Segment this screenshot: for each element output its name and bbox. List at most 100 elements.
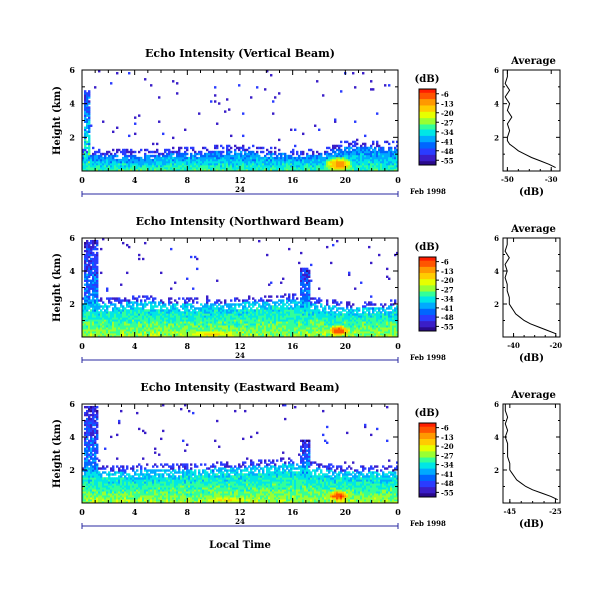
colorbar: (dB)-6-13-20-27-34-41-48-55: [415, 74, 454, 166]
x-tick-label: 0: [395, 341, 401, 351]
colorbar-tick: -55: [441, 488, 454, 497]
colorbar: (dB)-6-13-20-27-34-41-48-55: [415, 408, 454, 498]
colorbar-tick: -41: [441, 470, 454, 479]
panel-1: Echo Intensity (Vertical Beam) 0 4 8 12 16 20 0…: [52, 47, 561, 198]
x-tick-label: 20: [340, 507, 352, 517]
x-tick-label: 0: [79, 341, 85, 351]
colorbar-tick: -13: [441, 433, 454, 442]
x-axis-label: Local Time: [209, 540, 271, 551]
heatmap: [82, 70, 399, 172]
average-y-tick: 6: [494, 66, 499, 75]
colorbar-tick: -27: [441, 285, 454, 294]
x-tick-label: 16: [287, 341, 299, 351]
y-tick-label: 4: [69, 266, 75, 276]
x-tick-label: 12: [234, 341, 245, 351]
colorbar-tick: -6: [441, 258, 449, 267]
average-x-tick: -20: [549, 341, 562, 350]
average-y-tick: 6: [494, 234, 499, 243]
colorbar-tick: -6: [441, 90, 449, 99]
average-x-label: (dB): [519, 519, 544, 530]
colorbar-unit: (dB): [415, 408, 440, 419]
day-label: 24: [235, 185, 245, 194]
colorbar-tick: -34: [441, 295, 454, 304]
x-tick-label: 16: [287, 175, 299, 185]
average-title: Average: [510, 56, 556, 67]
average-frame: [502, 69, 561, 172]
colorbar-tick: -41: [441, 304, 454, 313]
colorbar-tick: -48: [441, 479, 454, 488]
y-tick-label: 6: [69, 233, 75, 243]
panel-3: Echo Intensity (Eastward Beam) 0 4 8 12 16 20 0…: [52, 381, 562, 530]
heatmap: [82, 238, 399, 338]
average-y-tick: 4: [494, 100, 499, 109]
average-profile-line: [504, 404, 558, 501]
average-profile-line: [504, 70, 556, 169]
average-x-label: (dB): [519, 187, 544, 198]
x-tick-label: 4: [132, 341, 138, 351]
colorbar-tick: -41: [441, 137, 454, 146]
y-axis-label: Height (km): [52, 253, 63, 322]
x-tick-label: 16: [287, 507, 299, 517]
average-x-label: (dB): [519, 353, 544, 364]
heatmap: [82, 404, 399, 504]
panel-2: Echo Intensity (Northward Beam)0 4 8 12 16 20…: [52, 215, 562, 364]
x-tick-label: 0: [79, 507, 85, 517]
date-label: Feb 1998: [410, 187, 446, 196]
x-tick-label: 12: [234, 507, 245, 517]
x-tick-label: 20: [340, 175, 352, 185]
average-frame: [502, 403, 561, 504]
day-label: 24: [235, 517, 245, 526]
x-tick-label: 4: [132, 507, 138, 517]
average-y-tick: 2: [494, 466, 499, 475]
y-axis-label: Height (km): [52, 419, 63, 488]
average-x-tick: -25: [549, 507, 562, 516]
y-tick-label: 2: [69, 465, 75, 475]
y-axis-label: Height (km): [52, 86, 63, 155]
colorbar-unit: (dB): [415, 242, 440, 253]
average-panel: Average 2 4 6 -50 -30(dB): [494, 56, 561, 198]
average-y-tick: 4: [494, 267, 499, 276]
colorbar-tick: -20: [441, 442, 454, 451]
colorbar-tick: -34: [441, 461, 454, 470]
average-y-tick: 6: [494, 400, 499, 409]
average-y-tick: 4: [494, 433, 499, 442]
average-x-tick: -45: [504, 507, 517, 516]
x-tick-label: 0: [395, 175, 401, 185]
x-tick-label: 12: [234, 175, 245, 185]
colorbar-tick: -27: [441, 451, 454, 460]
y-tick-label: 4: [69, 432, 75, 442]
average-x-tick: -30: [545, 175, 558, 184]
colorbar-tick: -48: [441, 147, 454, 156]
x-tick-label: 8: [185, 341, 191, 351]
colorbar-tick: -20: [441, 109, 454, 118]
average-y-tick: 2: [494, 133, 499, 142]
y-tick-label: 6: [69, 399, 75, 409]
panel-title: Echo Intensity (Eastward Beam): [140, 381, 339, 394]
x-tick-label: 4: [132, 175, 138, 185]
panel-title: Echo Intensity (Northward Beam): [136, 215, 345, 228]
average-title: Average: [510, 390, 556, 401]
average-title: Average: [510, 224, 556, 235]
y-tick-label: 6: [69, 65, 75, 75]
x-tick-label: 0: [79, 175, 85, 185]
colorbar: (dB)-6-13-20-27-34-41-48-55: [415, 242, 454, 332]
panel-title: Echo Intensity (Vertical Beam): [145, 47, 335, 60]
average-profile-line: [504, 238, 556, 335]
x-tick-label: 0: [395, 507, 401, 517]
colorbar-tick: -13: [441, 99, 454, 108]
x-tick-label: 8: [185, 175, 191, 185]
x-tick-label: 8: [185, 507, 191, 517]
average-frame: [502, 237, 561, 338]
date-label: Feb 1998: [410, 519, 446, 528]
colorbar-tick: -55: [441, 322, 454, 331]
day-label: 24: [235, 351, 245, 360]
colorbar-tick: -48: [441, 313, 454, 322]
y-tick-label: 4: [69, 99, 75, 109]
average-panel: Average 2 4 6 -40 -20 (dB): [494, 224, 562, 364]
date-label: Feb 1998: [410, 353, 446, 362]
average-panel: Average 2 4 6 -45 -25 (dB): [494, 390, 562, 530]
colorbar-tick: -55: [441, 156, 454, 165]
colorbar-unit: (dB): [415, 74, 440, 85]
colorbar-tick: -13: [441, 267, 454, 276]
